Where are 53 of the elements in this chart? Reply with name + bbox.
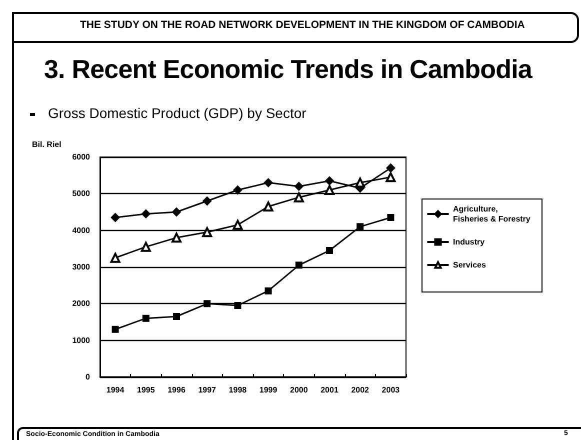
y-tick-label: 2000 <box>72 299 91 308</box>
y-tick-label: 4000 <box>72 226 91 235</box>
point <box>202 227 212 238</box>
point <box>263 202 274 212</box>
x-tick-label: 1994 <box>106 386 125 394</box>
point <box>295 262 302 269</box>
y-tick-label: 1000 <box>72 336 91 345</box>
x-tick-label: 2002 <box>351 386 370 394</box>
point <box>142 314 150 322</box>
x-tick-label: 1995 <box>137 386 156 394</box>
chart-subtitle: Gross Domestic Product (GDP) by Sector <box>48 105 306 122</box>
x-tick-label: 2001 <box>320 386 339 394</box>
point <box>232 220 243 230</box>
point <box>325 176 334 186</box>
point <box>387 214 394 221</box>
point <box>110 252 120 263</box>
point <box>294 182 304 191</box>
point <box>172 208 181 216</box>
point <box>173 313 180 320</box>
point <box>112 326 119 333</box>
chart-title: 3. Recent Economic Trends in Cambodia <box>44 54 532 84</box>
x-tick-label: 1998 <box>228 386 248 394</box>
y-tick-label: 0 <box>86 372 91 382</box>
x-tick-label: 1996 <box>168 386 186 394</box>
x-tick-label: 1999 <box>259 386 278 394</box>
point <box>386 172 396 182</box>
point <box>234 302 242 309</box>
x-tick-label: 2003 <box>382 386 400 394</box>
y-tick-label: 6000 <box>72 152 91 162</box>
point <box>204 300 211 308</box>
point <box>386 164 396 172</box>
y-axis-title: Bil. Riel <box>32 140 62 150</box>
y-tick-label: 3000 <box>72 262 91 272</box>
point <box>202 196 212 206</box>
y-tick-label: 5000 <box>72 189 91 198</box>
point <box>294 192 304 202</box>
legend-label: Agriculture, Fisheries & Forestry <box>453 204 531 224</box>
legend-label: Industry <box>453 238 486 246</box>
text: THE STUDY ON THE ROAD NETWORK DEVELOPMENT IN THE KINGDOM OF CAMBODIA <box>80 19 525 32</box>
point <box>233 186 242 194</box>
point <box>110 213 120 222</box>
point <box>264 178 273 188</box>
point <box>324 185 334 195</box>
point <box>264 287 272 294</box>
point <box>356 223 364 230</box>
point <box>140 242 151 252</box>
point <box>172 232 182 243</box>
point <box>141 209 150 218</box>
x-tick-label: 1997 <box>198 386 217 394</box>
point <box>326 247 333 254</box>
point <box>355 178 366 188</box>
x-tick-label: 2000 <box>290 386 308 394</box>
legend-label: Services <box>453 260 486 270</box>
